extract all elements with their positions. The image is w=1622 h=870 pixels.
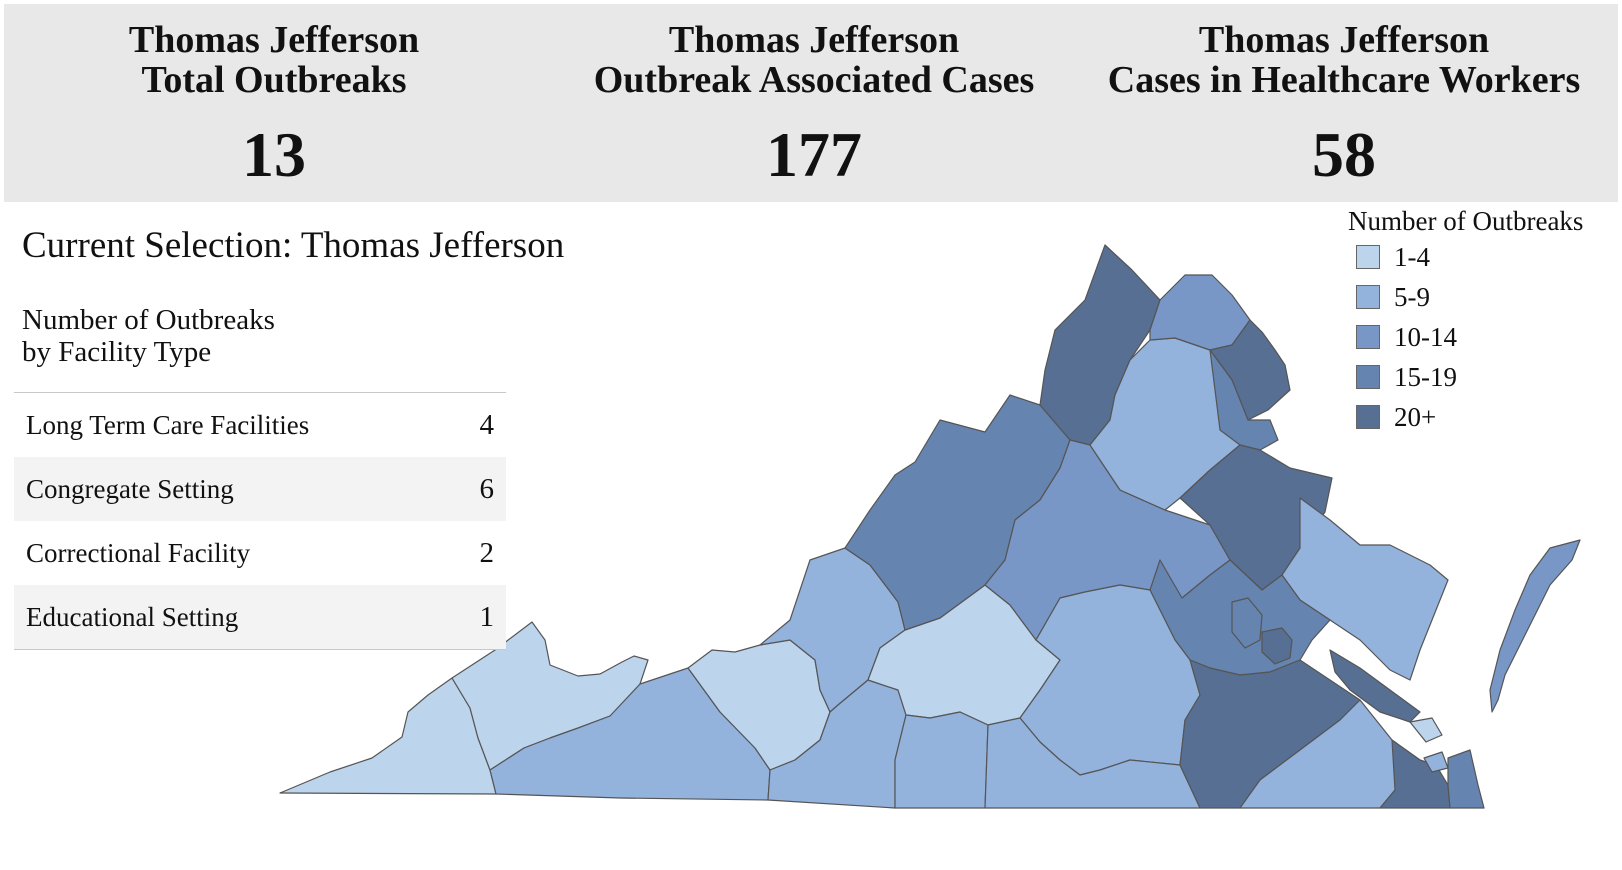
legend-swatch [1356,405,1380,429]
district-virginia-beach[interactable] [1447,749,1485,809]
legend-label: 20+ [1394,401,1437,432]
district-pittsylvania-danville[interactable] [894,711,989,809]
facility-row-label: Educational Setting [26,601,239,632]
facility-row-value: 1 [479,600,495,633]
legend-label: 15-19 [1394,361,1457,392]
district-piedmont-halifax[interactable] [984,717,1201,809]
legend-item-5-9[interactable]: 5-9 [1356,277,1583,317]
legend-swatch [1356,365,1380,389]
kpi-healthcare-workers-title-2: Cases in Healthcare Workers [1107,59,1581,101]
district-three-rivers[interactable] [1281,497,1449,681]
facility-heading: Number of Outbreaks by Facility Type [22,304,275,368]
legend-label: 10-14 [1394,321,1457,352]
district-prince-william[interactable] [1209,349,1279,451]
district-chickahominy[interactable] [1231,597,1263,649]
legend-item-15-19[interactable]: 15-19 [1356,357,1583,397]
facility-table: Long Term Care Facilities 4 Congregate S… [14,392,506,650]
kpi-associated-cases: Thomas Jefferson Outbreak Associated Cas… [544,20,1084,190]
summary-banner: Thomas Jefferson Total Outbreaks 13 Thom… [4,4,1618,202]
kpi-associated-cases-title-1: Thomas Jefferson [668,19,960,61]
facility-row-value: 2 [479,536,495,569]
facility-row-value: 6 [479,472,495,505]
legend-swatch [1356,285,1380,309]
legend-item-1-4[interactable]: 1-4 [1356,237,1583,277]
facility-row-long-term-care[interactable]: Long Term Care Facilities 4 [14,393,506,457]
map-legend: Number of Outbreaks 1-4 5-9 10-14 15-19 … [1348,206,1583,437]
district-loudoun[interactable] [1149,274,1251,351]
legend-item-20-plus[interactable]: 20+ [1356,397,1583,437]
kpi-associated-cases-title-2: Outbreak Associated Cases [593,59,1035,101]
kpi-total-outbreaks: Thomas Jefferson Total Outbreaks 13 [4,20,544,190]
facility-row-educational[interactable]: Educational Setting 1 [14,585,506,649]
legend-item-10-14[interactable]: 10-14 [1356,317,1583,357]
kpi-healthcare-workers-title-1: Thomas Jefferson [1198,19,1490,61]
kpi-total-outbreaks-value: 13 [242,119,306,190]
facility-row-label: Congregate Setting [26,473,234,504]
kpi-associated-cases-value: 177 [766,119,862,190]
facility-heading-line-1: Number of Outbreaks [22,304,275,336]
kpi-healthcare-workers: Thomas Jefferson Cases in Healthcare Wor… [1074,20,1614,190]
facility-row-value: 4 [479,408,495,441]
legend-title: Number of Outbreaks [1348,206,1584,236]
facility-row-correctional[interactable]: Correctional Facility 2 [14,521,506,585]
facility-row-label: Long Term Care Facilities [26,409,310,440]
facility-row-congregate[interactable]: Congregate Setting 6 [14,457,506,521]
kpi-total-outbreaks-title-1: Thomas Jefferson [128,19,420,61]
legend-label: 5-9 [1394,281,1430,312]
kpi-healthcare-workers-value: 58 [1312,119,1376,190]
district-richmond-city[interactable] [1261,627,1293,665]
facility-heading-line-2: by Facility Type [22,336,212,368]
legend-label: 1-4 [1394,241,1430,272]
legend-swatch [1356,245,1380,269]
legend-swatch [1356,325,1380,349]
district-hampton[interactable] [1409,717,1443,743]
district-eastern-shore[interactable] [1489,539,1581,713]
kpi-total-outbreaks-title-2: Total Outbreaks [141,59,407,101]
current-selection: Current Selection: Thomas Jefferson [22,225,565,266]
facility-row-label: Correctional Facility [26,537,251,568]
